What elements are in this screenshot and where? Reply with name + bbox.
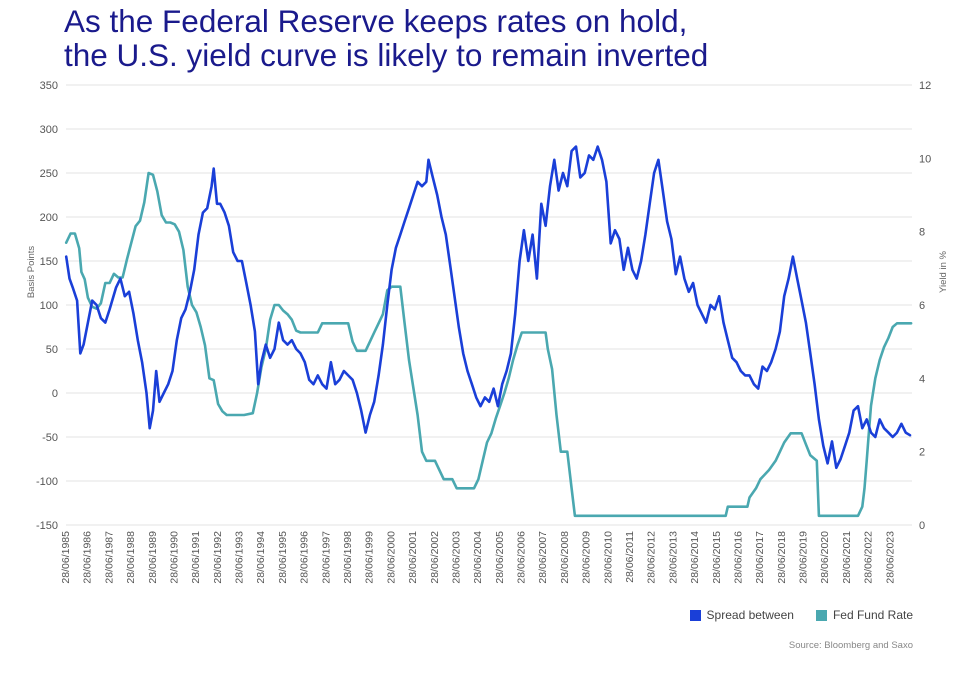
x-tick-label: 28/06/2021: [841, 531, 853, 584]
x-tick-label: 28/06/2023: [884, 531, 896, 584]
x-tick-label: 28/06/1986: [82, 531, 94, 584]
series-lines: [64, 145, 913, 518]
left-tick-label: 250: [40, 168, 58, 180]
left-tick-label: 200: [40, 212, 58, 224]
gridlines: [66, 84, 912, 526]
x-tick-label: 28/06/2016: [732, 531, 744, 584]
x-tick-label: 28/06/2006: [516, 531, 528, 584]
x-tick-label: 28/06/2001: [407, 531, 419, 584]
right-tick-label: 6: [919, 300, 925, 312]
x-tick-label: 28/06/2012: [646, 531, 658, 584]
left-tick-label: -150: [36, 520, 58, 532]
x-tick-label: 28/06/2019: [798, 531, 810, 584]
legend: Spread between Fed Fund Rate: [689, 608, 913, 622]
legend-label-fed: Fed Fund Rate: [832, 608, 913, 622]
right-axis-label: Yield in %: [938, 251, 949, 293]
left-tick-label: 350: [40, 80, 58, 92]
legend-swatch-fed: [815, 609, 827, 621]
x-tick-label: 28/06/2008: [559, 531, 571, 584]
x-tick-label: 28/06/2017: [754, 531, 766, 584]
fed-fund-rate-line: [64, 171, 913, 518]
left-tick-label: 150: [40, 256, 58, 268]
right-axis-ticks: 0 2 4 6 8 10 12: [919, 80, 931, 532]
x-tick-label: 28/06/2014: [689, 531, 701, 584]
x-tick-label: 28/06/1999: [364, 531, 376, 584]
x-tick-label: 28/06/1988: [125, 531, 137, 584]
x-tick-label: 28/06/2002: [429, 531, 441, 584]
x-tick-label: 28/06/1990: [168, 531, 180, 584]
x-tick-label: 28/06/2011: [624, 531, 636, 583]
x-tick-label: 28/06/1985: [60, 531, 72, 584]
x-axis-ticks: 28/06/1985 28/06/1986 28/06/1987 28/06/1988…: [60, 531, 896, 584]
x-tick-label: 28/06/2013: [667, 531, 679, 584]
x-tick-label: 28/06/2000: [385, 531, 397, 584]
chart-title-line-2: the U.S. yield curve is likely to remain…: [64, 37, 709, 73]
x-tick-label: 28/06/1995: [277, 531, 289, 584]
x-tick-label: 28/06/1989: [147, 531, 159, 584]
chart-title-line-1: As the Federal Reserve keeps rates on ho…: [64, 3, 688, 39]
x-tick-label: 28/06/2005: [494, 531, 506, 584]
x-tick-label: 28/06/1998: [342, 531, 354, 584]
right-tick-label: 12: [919, 80, 931, 92]
x-tick-label: 28/06/2010: [602, 531, 614, 584]
x-tick-label: 28/06/2007: [537, 531, 549, 584]
legend-label-spread: Spread between: [706, 608, 794, 622]
left-axis-label: Basis Points: [26, 246, 37, 299]
x-tick-label: 28/06/2015: [711, 531, 723, 584]
right-tick-label: 8: [919, 227, 925, 239]
x-tick-label: 28/06/1994: [255, 531, 267, 584]
left-tick-label: 0: [52, 388, 58, 400]
right-tick-label: 4: [919, 373, 925, 385]
x-tick-label: 28/06/1992: [212, 531, 224, 584]
legend-swatch-spread: [689, 609, 701, 621]
legend-item-spread[interactable]: Spread between: [689, 608, 794, 622]
left-tick-label: -100: [36, 476, 58, 488]
x-tick-label: 28/06/1987: [103, 531, 115, 584]
x-tick-label: 28/06/1996: [299, 531, 311, 584]
x-tick-label: 28/06/2022: [863, 531, 875, 584]
right-tick-label: 0: [919, 520, 925, 532]
x-tick-label: 28/06/1991: [190, 531, 202, 584]
x-tick-label: 28/06/2009: [581, 531, 593, 584]
x-tick-label: 28/06/2018: [776, 531, 788, 584]
spread-line: [64, 145, 912, 470]
right-tick-label: 2: [919, 447, 925, 459]
x-tick-label: 28/06/2020: [819, 531, 831, 584]
x-tick-label: 28/06/2003: [450, 531, 462, 584]
x-tick-label: 28/06/1997: [320, 531, 332, 584]
right-tick-label: 10: [919, 153, 931, 165]
left-tick-label: 100: [40, 300, 58, 312]
left-tick-label: -50: [42, 432, 58, 444]
left-axis-ticks: -150 -100 -50 0 50 100 150 200 250 300 350: [36, 80, 58, 532]
source-note: Source: Bloomberg and Saxo: [788, 640, 913, 651]
x-tick-label: 28/06/1993: [234, 531, 246, 584]
chart-title: As the Federal Reserve keeps rates on ho…: [64, 4, 708, 72]
x-tick-label: 28/06/2004: [472, 531, 484, 584]
left-tick-label: 50: [46, 344, 58, 356]
left-tick-label: 300: [40, 124, 58, 136]
legend-item-fed[interactable]: Fed Fund Rate: [815, 608, 913, 622]
